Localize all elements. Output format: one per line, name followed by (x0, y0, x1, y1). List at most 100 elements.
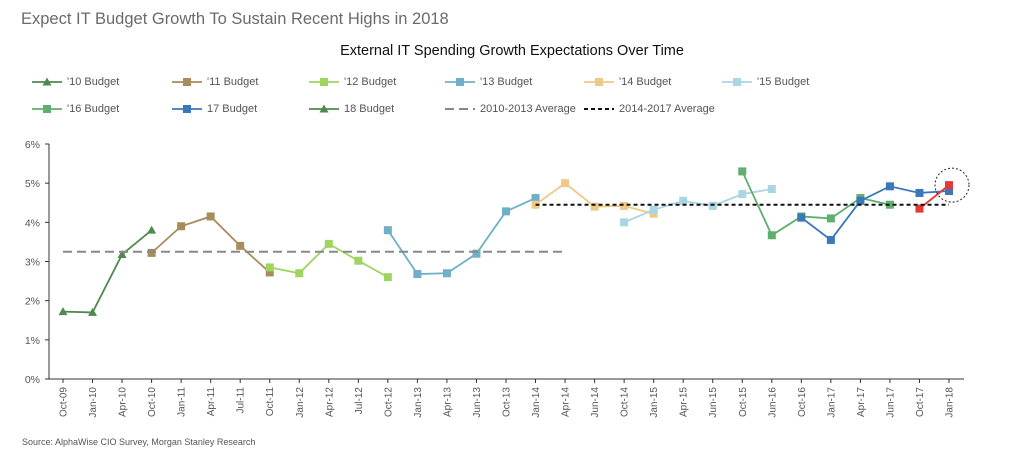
legend-item: 2014-2017 Average (582, 101, 715, 117)
data-point (767, 185, 776, 194)
x-tick-label: Apr-13 (442, 387, 453, 417)
legend-item: '11 Budget (170, 74, 258, 90)
series-1 (147, 212, 274, 277)
data-point (324, 239, 333, 248)
legend-swatch (722, 78, 752, 86)
legend-swatch (445, 78, 475, 86)
series-7 (797, 182, 953, 244)
data-point (88, 307, 98, 316)
legend-swatch (172, 78, 202, 86)
x-tick-label: Apr-14 (561, 387, 572, 417)
source-note: Source: AlphaWise CIO Survey, Morgan Sta… (22, 437, 256, 447)
series-line (623, 188, 772, 224)
legend-item: '14 Budget (582, 74, 671, 90)
highlight-circle (934, 167, 970, 203)
data-point (767, 231, 776, 240)
legend-swatch (309, 78, 339, 86)
legend-label: '10 Budget (67, 76, 120, 88)
legend-item: 18 Budget (307, 101, 394, 117)
legend-marker (43, 105, 51, 113)
series-line (387, 197, 536, 275)
data-point (531, 194, 540, 203)
data-point (945, 181, 953, 190)
x-tick-label: Oct-12 (383, 387, 394, 417)
data-point (915, 188, 924, 197)
legend-marker (183, 105, 191, 113)
x-tick-label: Jun-14 (590, 387, 601, 418)
legend-label: '14 Budget (619, 76, 672, 88)
data-point (826, 214, 835, 223)
legend-marker (183, 78, 191, 86)
series-5 (620, 185, 776, 227)
series-line (62, 229, 153, 314)
legend-swatch (309, 104, 339, 113)
legend-marker (42, 77, 52, 86)
data-point (177, 222, 186, 231)
data-point (649, 205, 658, 214)
x-tick-label: Jan-15 (649, 387, 660, 418)
legend-label: 2014-2017 Average (619, 103, 715, 115)
x-tick-label: Jun-16 (767, 387, 778, 418)
x-tick-label: Jan-13 (413, 387, 424, 418)
legend-label: 17 Budget (207, 103, 258, 115)
series-line (741, 171, 891, 237)
data-point (945, 187, 953, 195)
series-line (150, 215, 271, 274)
data-point (117, 249, 127, 258)
x-tick-label: Jan-10 (88, 387, 99, 418)
x-tick-label: Jun-13 (472, 387, 483, 418)
legend-label: '12 Budget (344, 76, 397, 88)
data-point (738, 190, 747, 199)
data-point (620, 218, 629, 227)
legend-marker (320, 78, 328, 86)
legend-label: '13 Budget (480, 76, 533, 88)
data-point (354, 256, 363, 265)
x-tick-label: Jul-12 (354, 387, 365, 415)
series-3 (383, 194, 540, 279)
legend-swatch (172, 105, 202, 113)
legend-swatch (584, 108, 614, 110)
x-tick-label: Apr-10 (118, 387, 129, 417)
data-point (147, 248, 156, 257)
x-tick-label: Jan-14 (531, 387, 542, 418)
data-point (502, 207, 510, 216)
data-point (797, 213, 806, 222)
legend-item: '12 Budget (307, 74, 396, 90)
x-tick-label: Jan-11 (177, 387, 188, 417)
data-point (413, 270, 422, 279)
headline: Expect IT Budget Growth To Sustain Recen… (21, 10, 449, 28)
legend-item: '15 Budget (720, 74, 809, 90)
chart-title: External IT Spending Growth Expectations… (340, 43, 684, 59)
y-tick-label: 0% (25, 374, 40, 386)
x-tick-label: Oct-14 (620, 387, 631, 417)
x-tick-label: Oct-11 (265, 387, 276, 417)
x-tick-label: Jun-17 (885, 387, 896, 418)
x-tick-label: Oct-16 (797, 387, 808, 417)
legend-label: '16 Budget (67, 103, 120, 115)
data-point (915, 204, 924, 213)
x-tick-label: Jun-15 (708, 387, 719, 418)
series-0 (58, 225, 157, 316)
legend-marker (456, 78, 464, 86)
data-point (472, 249, 481, 258)
y-tick-label: 4% (25, 217, 40, 229)
data-point (206, 212, 215, 221)
data-point (561, 179, 570, 188)
series-4 (531, 179, 658, 218)
legend-swatch (32, 77, 62, 86)
legend-marker (595, 78, 603, 86)
y-tick-label: 5% (25, 178, 40, 190)
y-tick-label: 1% (25, 335, 40, 347)
x-tick-label: Oct-17 (915, 387, 926, 417)
x-tick-label: Jan-12 (295, 387, 306, 418)
data-point (738, 167, 747, 176)
y-tick-label: 2% (25, 296, 40, 308)
y-tick-label: 3% (25, 257, 40, 269)
y-tick-label: 6% (25, 139, 40, 151)
legend-label: 18 Budget (344, 103, 395, 115)
data-point (679, 196, 688, 205)
x-tick-label: Oct-09 (59, 387, 70, 417)
data-point (265, 268, 274, 277)
legend-label: 2010-2013 Average (480, 103, 576, 115)
